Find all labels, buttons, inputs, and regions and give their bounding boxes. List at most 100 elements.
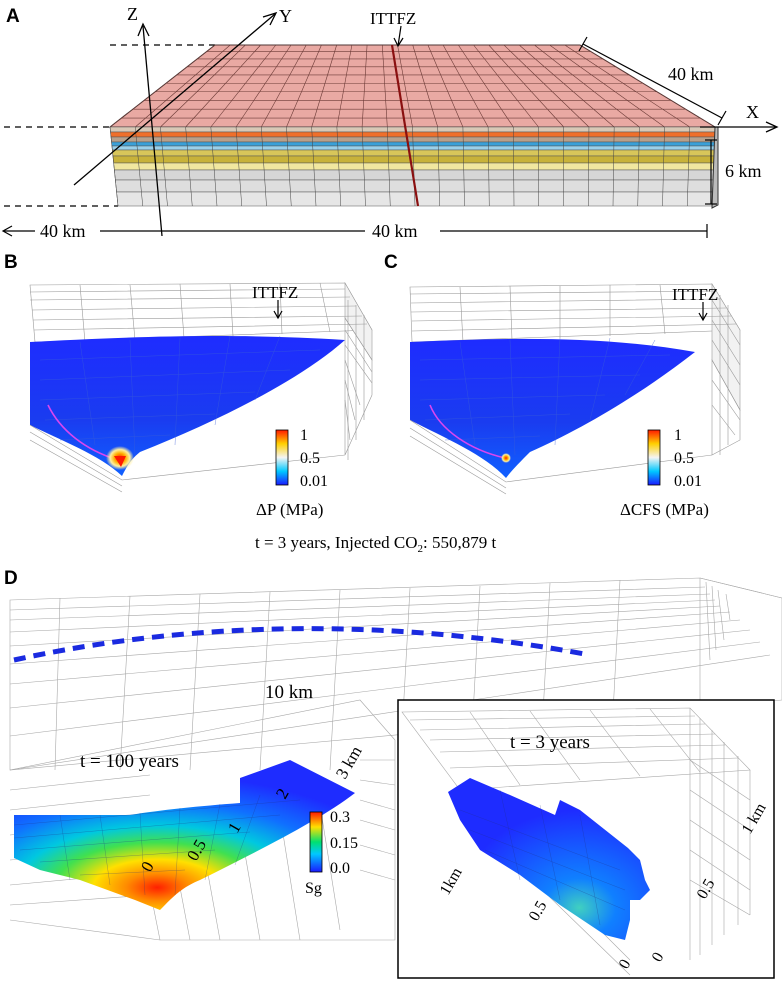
unit-sg: Sg xyxy=(305,880,322,897)
axis-z-label: Z xyxy=(127,4,138,24)
front-grid-col xyxy=(210,126,218,207)
front-grid-col xyxy=(588,126,590,207)
legend-sg-max: 0.3 xyxy=(330,809,350,826)
unit-dp: ΔP (MPa) xyxy=(256,500,323,519)
axis-y-arrow-icon xyxy=(262,11,278,26)
dim-height-label: 6 km xyxy=(725,161,762,181)
legend-dp-mid: 0.5 xyxy=(300,450,320,467)
front-grid-col xyxy=(160,126,168,207)
panel-b-mesh xyxy=(29,281,373,460)
caption-rest: : 550,879 t xyxy=(423,533,496,552)
distance-arc xyxy=(13,626,591,663)
front-grid-col xyxy=(412,126,416,207)
time-main-label: t = 100 years xyxy=(80,751,179,772)
front-grid-col xyxy=(134,126,143,207)
fault-label-b: ITTFZ xyxy=(252,283,298,302)
distance-label: 10 km xyxy=(265,682,313,703)
panel-b-plume-grid xyxy=(39,335,321,456)
legend-cfs-mid: 0.5 xyxy=(674,450,694,467)
dim-depth-line xyxy=(582,43,723,119)
colorbar-dp xyxy=(275,429,289,486)
axis-x-label: X xyxy=(746,102,759,122)
front-grid xyxy=(109,126,716,207)
inset-time-label: t = 3 years xyxy=(510,732,590,753)
front-grid-col xyxy=(612,126,615,207)
cfs-hotspot xyxy=(501,453,511,463)
panel-a: A ITTFZ Z Y X 40 km xyxy=(1,4,779,241)
front-grid-col xyxy=(387,126,391,207)
dim-bottom-label: 40 km xyxy=(372,221,418,241)
front-grid-col xyxy=(637,126,640,207)
front-grid-col xyxy=(662,126,665,207)
axis-y-label: Y xyxy=(279,6,292,26)
legend-cfs-min: 0.01 xyxy=(674,473,702,490)
axis-y-line xyxy=(73,13,276,186)
pressure-plume xyxy=(30,336,345,476)
front-grid-col xyxy=(185,126,193,207)
front-grid-col xyxy=(336,126,341,207)
axis-x-arrow-icon xyxy=(765,121,779,133)
fault-label-a: ITTFZ xyxy=(370,9,416,28)
legend-cfs-max: 1 xyxy=(674,427,682,444)
front-grid-col xyxy=(109,126,119,207)
model-top-surface xyxy=(108,44,717,128)
fault-ittfz-line xyxy=(390,44,420,207)
legend-sg-mid: 0.15 xyxy=(330,835,358,852)
inset-plume xyxy=(448,778,650,940)
fault-label-arrow xyxy=(397,25,402,47)
fault-arrowhead-icon xyxy=(393,37,404,48)
colorbar-cfs xyxy=(647,429,661,486)
unit-cfs: ΔCFS (MPa) xyxy=(620,500,709,519)
panel-c: C ITTFZ 1 0.5 0.01 ΔCFS (MPa) xyxy=(384,252,741,519)
sg-plume xyxy=(14,760,355,910)
panel-b: B ITTFZ 1 0.5 0.01 ΔP (MPa) xyxy=(4,252,373,519)
legend-dp-min: 0.01 xyxy=(300,473,328,490)
axis-z-arrow-icon xyxy=(137,22,150,37)
dim-left-arrow-icon xyxy=(1,225,13,237)
front-grid-col xyxy=(235,126,242,207)
caption-text: t = 3 years, Injected CO2: 550,879 t xyxy=(255,533,497,555)
cfs-plume xyxy=(410,338,695,478)
caption-subscript: 2 xyxy=(418,543,424,555)
inset-plume-grid xyxy=(459,789,626,926)
sg-plume-grid xyxy=(13,794,301,896)
front-grid-col xyxy=(261,126,267,207)
panel-a-letter: A xyxy=(6,6,20,27)
front-grid-col xyxy=(487,126,490,207)
panel-b-lower-mesh xyxy=(29,424,346,493)
axis-z-line xyxy=(142,25,163,237)
dim-depth-label: 40 km xyxy=(668,64,714,84)
panel-d: D 10 km t = 100 years 0 0.5 1 2 3 km xyxy=(4,568,782,979)
top-grid xyxy=(109,44,716,128)
front-grid-col xyxy=(437,126,440,207)
panel-c-letter: C xyxy=(384,252,398,273)
panel-d-letter: D xyxy=(4,568,18,589)
legend-sg-min: 0.0 xyxy=(330,860,350,877)
tick-d-4: 3 km xyxy=(332,743,366,782)
caption-main: t = 3 years, Injected CO xyxy=(255,533,418,552)
panel-b-letter: B xyxy=(4,252,18,273)
dim-depth-tick-b xyxy=(717,110,727,126)
inset-panel: t = 3 years 1km 0.5 0 0 0.5 1 km xyxy=(397,699,775,979)
dim-left-label: 40 km xyxy=(40,221,86,241)
caption-bc: t = 3 years, Injected CO2: 550,879 t xyxy=(255,533,497,555)
fault-label-c: ITTFZ xyxy=(672,285,718,304)
panel-c-lower-mesh xyxy=(409,419,713,495)
fault-c-arrowhead-icon xyxy=(698,312,708,322)
injection-well-trace-c xyxy=(429,404,506,459)
front-grid-col xyxy=(687,126,691,207)
front-grid-col xyxy=(462,126,465,207)
injection-point-icon xyxy=(114,456,126,467)
dim-depth-tick-a xyxy=(578,36,588,52)
fault-b-arrowhead-icon xyxy=(273,310,283,320)
panel-c-plume-grid xyxy=(419,337,671,456)
panel-c-mesh xyxy=(409,282,741,456)
legend-dp-max: 1 xyxy=(300,427,308,444)
front-grid-col xyxy=(361,126,366,207)
front-grid-col xyxy=(513,126,515,207)
front-grid-col xyxy=(286,126,292,207)
front-grid-col xyxy=(311,126,317,207)
colorbar-sg xyxy=(309,811,323,873)
